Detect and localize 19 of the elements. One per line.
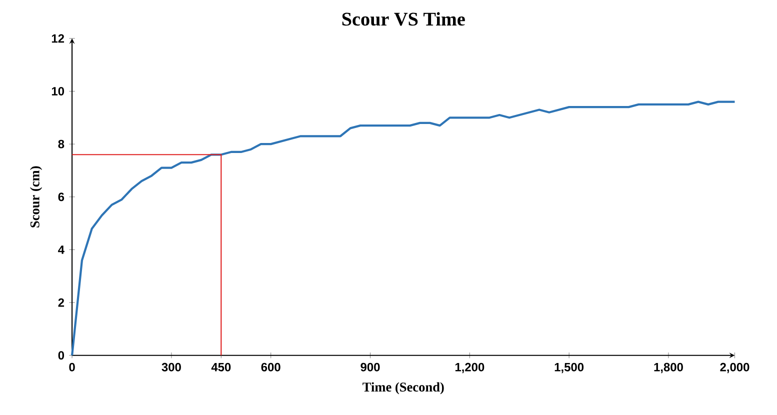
x-tick-label: 900 [360, 362, 380, 372]
x-tick-label: 450 [211, 362, 231, 372]
x-tick-label: 300 [162, 362, 181, 372]
y-tick-label: 0 [58, 351, 64, 360]
x-tick-label: 600 [261, 362, 280, 372]
x-axis-title: Time (Second) [362, 382, 444, 394]
y-tick-label: 12 [52, 34, 64, 43]
chart-title: Scour VS Time [342, 12, 465, 26]
y-tick-label: 10 [52, 87, 64, 96]
y-tick-label: 2 [58, 298, 64, 307]
x-tick-label: 0 [69, 362, 75, 372]
x-tick-label: 2,000 [720, 362, 750, 374]
x-tick-label: 1,200 [455, 362, 484, 374]
x-tick-label: 1,800 [654, 362, 683, 374]
x-tick-label: 1,500 [554, 362, 584, 374]
y-tick-label: 4 [58, 246, 64, 254]
y-tick-label: 8 [58, 140, 64, 148]
y-axis-title: Scour (cm) [30, 166, 42, 228]
y-tick-label: 6 [58, 192, 64, 202]
